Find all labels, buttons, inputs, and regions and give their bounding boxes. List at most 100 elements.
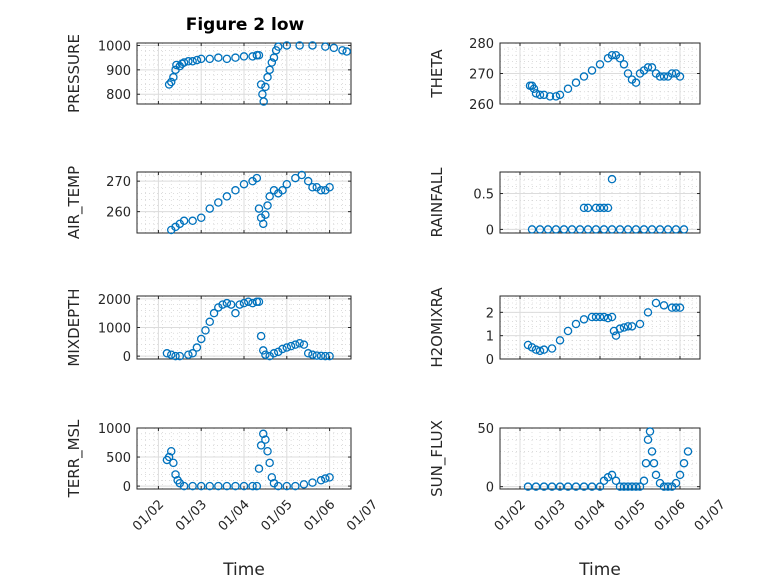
data-point xyxy=(254,204,264,213)
data-point xyxy=(164,80,174,89)
data-point xyxy=(265,192,274,201)
data-point xyxy=(575,225,585,234)
data-point xyxy=(222,192,232,201)
data-point xyxy=(531,345,541,354)
data-point xyxy=(675,470,685,480)
x-tick-label: 01/05 xyxy=(259,497,296,534)
data-point xyxy=(338,46,347,55)
data-point xyxy=(175,478,185,488)
data-point xyxy=(643,435,653,444)
data-point xyxy=(523,482,533,491)
data-point xyxy=(679,458,689,468)
data-point xyxy=(259,346,268,355)
data-point xyxy=(631,225,641,234)
data-point xyxy=(316,351,326,361)
data-point xyxy=(205,317,215,327)
data-point xyxy=(254,464,264,473)
data-point xyxy=(611,476,621,486)
x-axis-label: Time xyxy=(222,560,265,580)
data-point xyxy=(269,53,279,62)
y-tick-label: 1000 xyxy=(98,322,131,337)
data-point xyxy=(643,308,653,317)
data-point xyxy=(535,346,545,356)
y-tick-label: 0.5 xyxy=(473,188,494,203)
y-tick-label: 0 xyxy=(123,480,131,495)
data-point xyxy=(316,186,326,195)
data-point xyxy=(615,54,625,63)
data-point xyxy=(607,225,617,234)
data-point xyxy=(291,340,300,349)
data-point xyxy=(659,301,669,310)
x-tick-label: 01/06 xyxy=(652,497,689,534)
data-point xyxy=(192,55,202,65)
y-axis-label: RAINFALL xyxy=(428,167,446,238)
data-point xyxy=(273,481,283,491)
data-point xyxy=(325,473,334,482)
y-tick-label: 280 xyxy=(469,37,494,52)
data-point xyxy=(599,225,609,234)
data-point xyxy=(265,458,274,468)
data-point xyxy=(169,458,178,468)
data-point xyxy=(214,198,223,207)
data-point xyxy=(595,312,605,322)
data-point xyxy=(205,204,215,213)
subplot-1: 800 900 1000 PRESSURE xyxy=(65,34,352,113)
y-tick-label: 0 xyxy=(486,481,494,496)
data-point xyxy=(627,482,637,491)
x-tick-label: 01/04 xyxy=(572,497,609,534)
data-point xyxy=(623,225,633,234)
x-tick-label: 01/07 xyxy=(344,497,381,534)
data-point xyxy=(263,72,272,82)
x-tick-label: 01/03 xyxy=(173,497,210,534)
data-point xyxy=(641,458,651,468)
data-point xyxy=(679,225,689,234)
y-tick-label: 270 xyxy=(469,68,494,83)
data-point xyxy=(623,322,633,331)
data-point xyxy=(325,182,334,192)
data-point xyxy=(175,351,185,361)
y-axis-label: TERR_MSL xyxy=(65,419,84,498)
y-tick-label: 2000 xyxy=(98,293,131,308)
data-point xyxy=(265,65,274,75)
data-point xyxy=(539,90,549,100)
data-point xyxy=(231,481,240,491)
x-tick-label: 01/03 xyxy=(532,497,569,534)
data-point xyxy=(259,429,268,439)
data-point xyxy=(188,216,197,226)
data-point xyxy=(663,482,673,491)
data-point xyxy=(256,441,266,450)
y-tick-label: 1000 xyxy=(98,422,131,437)
data-point xyxy=(591,203,601,213)
data-point xyxy=(239,481,249,491)
data-point xyxy=(282,343,292,352)
data-point xyxy=(265,351,274,361)
data-point xyxy=(321,474,330,483)
data-point xyxy=(583,225,593,234)
data-point xyxy=(595,482,605,491)
data-point xyxy=(196,213,206,222)
data-point xyxy=(269,349,279,358)
data-point xyxy=(531,482,541,491)
data-point xyxy=(171,470,180,479)
data-point xyxy=(259,219,268,229)
y-axis-label: MIXDEPTH xyxy=(65,288,83,366)
data-point xyxy=(205,481,215,491)
data-point xyxy=(188,349,197,358)
data-point xyxy=(297,170,307,180)
data-point xyxy=(273,347,283,357)
data-point xyxy=(214,53,223,62)
data-point xyxy=(643,63,653,72)
data-point xyxy=(623,482,633,491)
data-point xyxy=(579,203,589,213)
data-point xyxy=(543,225,553,234)
data-point xyxy=(192,343,202,352)
data-point xyxy=(635,319,645,329)
data-point xyxy=(659,72,669,81)
data-point xyxy=(184,350,193,359)
data-point xyxy=(226,300,236,309)
data-point xyxy=(171,351,180,361)
data-point xyxy=(651,298,661,308)
data-point xyxy=(591,312,601,322)
